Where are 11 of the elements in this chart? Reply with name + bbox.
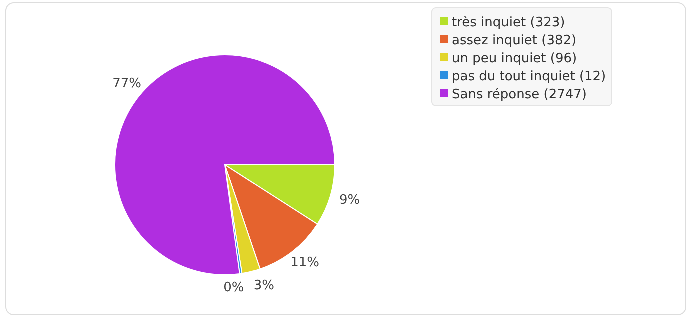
legend-label: assez inquiet (382) (452, 34, 577, 49)
legend-label: Sans réponse (2747) (452, 88, 587, 103)
legend-label: très inquiet (323) (452, 16, 566, 31)
legend-label: pas du tout inquiet (12) (452, 70, 606, 85)
data-label: 3% (254, 278, 274, 294)
data-label: 0% (224, 280, 244, 296)
data-label: 9% (339, 192, 360, 208)
pie-slice (114, 54, 336, 276)
data-label: 11% (290, 256, 320, 271)
data-label: 77% (112, 76, 142, 92)
legend-label: un peu inquiet (96) (452, 52, 578, 67)
